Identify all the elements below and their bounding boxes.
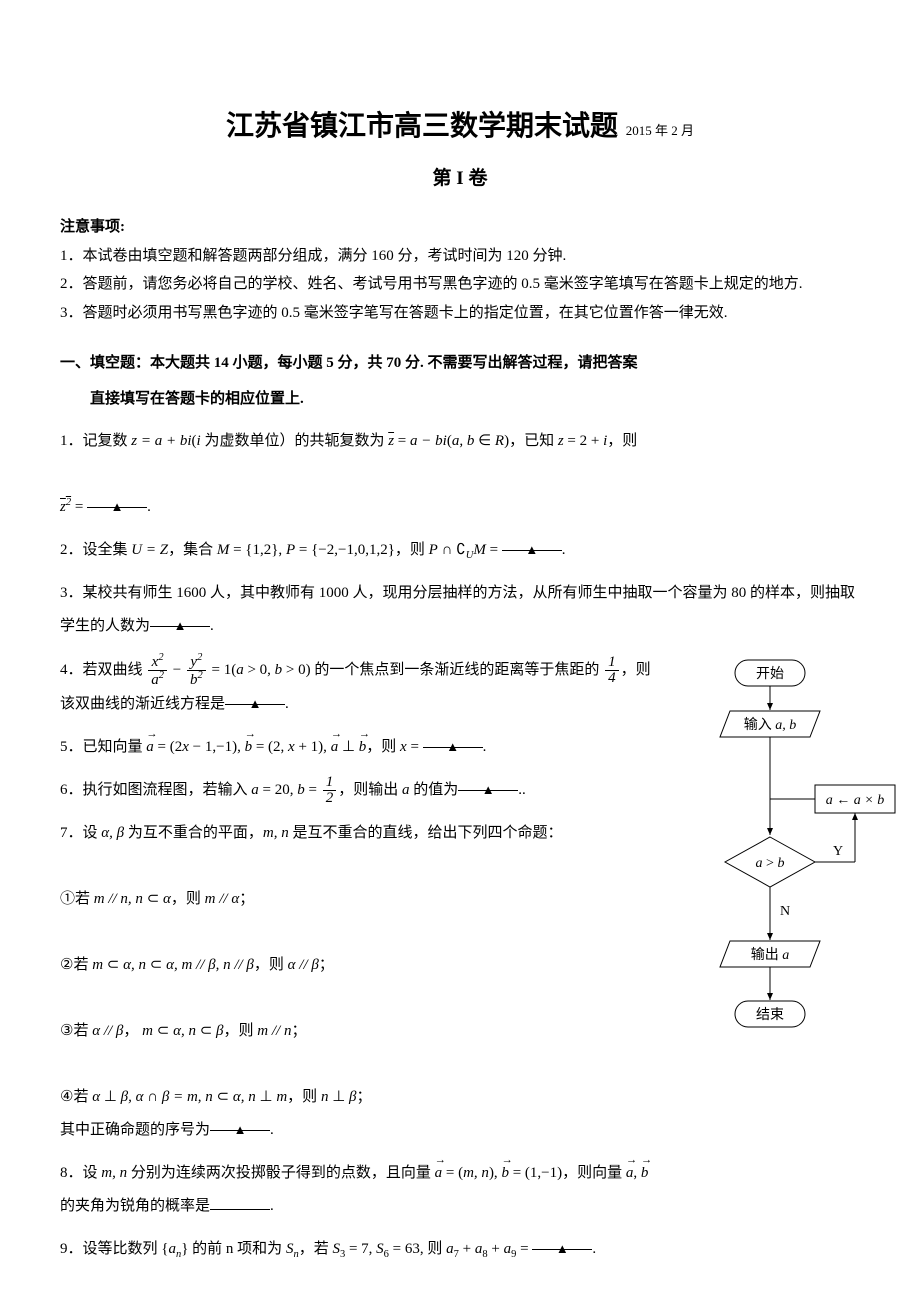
notice-item: 2． 答题前，请您务必将自己的学校、姓名、考试号用书写黑色字迹的 0.5 毫米签… — [60, 270, 860, 299]
q2-text-pre: 2．设全集 — [60, 542, 131, 558]
notice-block: 注意事项: 1． 本试卷由填空题和解答题两部分组成，满分 160 分，考试时间为… — [60, 213, 860, 327]
question-1: 1．记复数 z = a + bi(i 为虚数单位）的共轭复数为 z = a − … — [60, 425, 860, 524]
flowchart-no-label: N — [780, 904, 790, 919]
q8-text-pre: 8．设 m, n 分别为连续两次投掷骰子得到的点数，且向量 — [60, 1165, 435, 1181]
question-9: 9．设等比数列 {an} 的前 n 项和为 Sn，若 S3 = 7, S6 = … — [60, 1233, 860, 1266]
main-title: 江苏省镇江市高三数学期末试题 — [226, 111, 618, 142]
notice-item: 1． 本试卷由填空题和解答题两部分组成，满分 160 分，考试时间为 120 分… — [60, 242, 860, 271]
notice-heading: 注意事项: — [60, 213, 860, 242]
q8-line2: 的夹角为锐角的概率是 — [60, 1198, 210, 1214]
q1-text-mid: 为虚数单位）的共轭复数为 — [201, 433, 389, 449]
flowchart-yes-label: Y — [833, 844, 843, 859]
question-8: 8．设 m, n 分别为连续两次投掷骰子得到的点数，且向量 a = (m, n)… — [60, 1157, 860, 1223]
flowchart-start-label: 开始 — [756, 666, 784, 682]
q4-text-pre: 4．若双曲线 — [60, 662, 146, 678]
q7-option-4: ④若 α ⊥ β, α ∩ β = m, n ⊂ α, n ⊥ m，则 n ⊥ … — [60, 1089, 372, 1105]
flowchart-end-label: 结束 — [756, 1007, 784, 1023]
q4-text-mid: 的一个焦点到一条渐近线的距离等于焦距的 — [311, 662, 604, 678]
flowchart-input-label: 输入 a, b — [744, 717, 797, 733]
q1-text-post1: ，已知 — [509, 433, 558, 449]
answer-blank — [458, 774, 518, 791]
q7-end: 其中正确命题的序号为 — [60, 1122, 210, 1138]
answer-blank — [532, 1233, 592, 1250]
flowchart-output-label: 输出 a — [751, 947, 790, 963]
answer-blank — [225, 688, 285, 705]
answer-blank — [423, 731, 483, 748]
section-header-line1: 一、填空题：本大题共 14 小题，每小题 5 分，共 70 分. 不需要写出解答… — [60, 355, 638, 371]
notice-number: 1． — [60, 242, 83, 271]
answer-blank — [210, 1114, 270, 1131]
q1-text-pre: 1．记复数 — [60, 433, 131, 449]
q6-text-post: 的值为 — [409, 782, 458, 798]
notice-text: 本试卷由填空题和解答题两部分组成，满分 160 分，考试时间为 120 分钟. — [83, 242, 860, 271]
subtitle: 第 I 卷 — [60, 161, 860, 197]
q9-text-mid2: ，若 — [299, 1241, 333, 1257]
answer-blank — [502, 534, 562, 551]
flowchart-svg: 开始 输入 a, b a ← a × b a > b Y — [680, 655, 900, 1095]
title-date: 2015 年 2 月 — [626, 123, 694, 138]
q8-text-mid: ，则向量 — [562, 1165, 626, 1181]
q2-text-mid2: ，则 — [395, 542, 429, 558]
notice-number: 2． — [60, 270, 83, 299]
q9-text-mid3: , 则 — [420, 1241, 446, 1257]
question-2: 2．设全集 U = Z，集合 M = {1,2}, P = {−2,−1,0,1… — [60, 534, 860, 567]
section-1-header: 一、填空题：本大题共 14 小题，每小题 5 分，共 70 分. 不需要写出解答… — [60, 345, 860, 417]
flowchart-assign-label: a ← a × b — [826, 793, 884, 808]
q6-text-pre: 6．执行如图流程图，若输入 — [60, 782, 251, 798]
q7-option-2: ②若 m ⊂ α, n ⊂ α, m // β, n // β，则 α // β… — [60, 957, 334, 973]
answer-blank-empty — [210, 1194, 270, 1211]
q6-text-mid: ，则输出 — [338, 782, 402, 798]
notice-item: 3． 答题时必须用书写黑色字迹的 0.5 毫米签字笔写在答题卡上的指定位置，在其… — [60, 299, 860, 328]
page-content: 江苏省镇江市高三数学期末试题 2015 年 2 月 第 I 卷 注意事项: 1．… — [60, 100, 860, 1266]
q2-text-mid1: ，集合 — [168, 542, 217, 558]
q7-option-1: ①若 m // n, n ⊂ α，则 m // α； — [60, 891, 254, 907]
notice-text: 答题时必须用书写黑色字迹的 0.5 毫米签字笔写在答题卡上的指定位置，在其它位置… — [83, 299, 860, 328]
q9-text-mid1: 的前 n 项和为 — [188, 1241, 286, 1257]
flowchart-decision-label: a > b — [756, 856, 785, 871]
q1-text-post2: ，则 — [607, 433, 637, 449]
q5-text-mid: ，则 — [366, 739, 400, 755]
question-3: 3．某校共有师生 1600 人，其中教师有 1000 人，现用分层抽样的方法，从… — [60, 577, 860, 643]
q7-option-3: ③若 α // β， m ⊂ α, n ⊂ β，则 m // n； — [60, 1023, 306, 1039]
answer-blank — [87, 491, 147, 508]
title-row: 江苏省镇江市高三数学期末试题 2015 年 2 月 — [60, 100, 860, 153]
q7-intro: 7．设 α, β 为互不重合的平面，m, n 是互不重合的直线，给出下列四个命题… — [60, 825, 563, 841]
notice-number: 3． — [60, 299, 83, 328]
flowchart-diagram: 开始 输入 a, b a ← a × b a > b Y — [680, 655, 880, 1106]
q4-line2: 该双曲线的渐近线方程是 — [60, 696, 225, 712]
notice-text: 答题前，请您务必将自己的学校、姓名、考试号用书写黑色字迹的 0.5 毫米签字笔填… — [83, 270, 860, 299]
q9-text-pre: 9．设等比数列 — [60, 1241, 161, 1257]
section-header-line2: 直接填写在答题卡的相应位置上. — [60, 381, 304, 417]
q4-text-post: ，则 — [621, 662, 651, 678]
q5-text-pre: 5．已知向量 — [60, 739, 146, 755]
answer-blank — [150, 610, 210, 627]
